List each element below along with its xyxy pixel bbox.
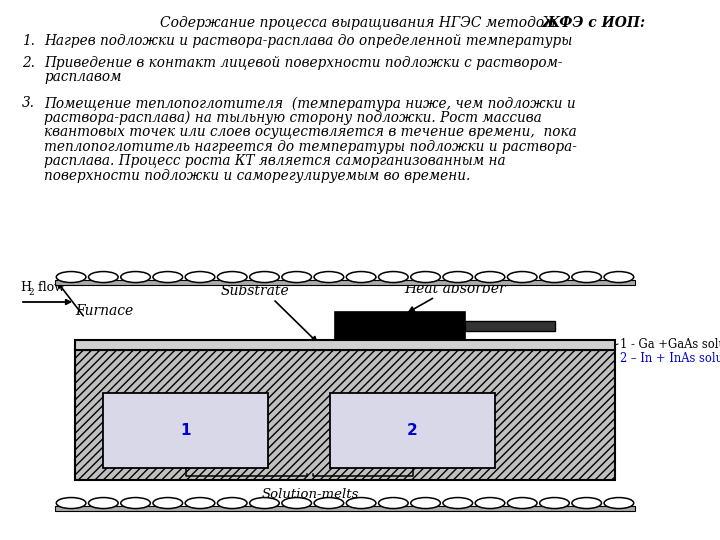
- Bar: [330, 393, 495, 468]
- Bar: [103, 393, 268, 468]
- Ellipse shape: [185, 272, 215, 282]
- Ellipse shape: [604, 272, 634, 282]
- Text: Solution-melts: Solution-melts: [261, 488, 359, 501]
- Ellipse shape: [443, 272, 472, 282]
- Ellipse shape: [250, 497, 279, 509]
- Text: теплопоглотитель нагреется до температуры подложки и раствора-: теплопоглотитель нагреется до температур…: [44, 140, 577, 154]
- Ellipse shape: [475, 497, 505, 509]
- Text: 2.: 2.: [22, 56, 35, 70]
- Bar: [55, 505, 635, 510]
- Ellipse shape: [89, 497, 118, 509]
- Ellipse shape: [539, 272, 570, 282]
- Ellipse shape: [282, 497, 312, 509]
- Text: Нагрев подложки и раствора-расплава до определенной температуры: Нагрев подложки и раствора-расплава до о…: [44, 34, 572, 48]
- Text: 2 – In + InAs solution-melt: 2 – In + InAs solution-melt: [620, 352, 720, 365]
- Ellipse shape: [56, 497, 86, 509]
- Ellipse shape: [217, 272, 247, 282]
- Bar: [75, 340, 615, 350]
- Bar: [55, 280, 635, 285]
- Ellipse shape: [153, 272, 183, 282]
- Text: 1 - Ga +GaAs solution-melt: 1 - Ga +GaAs solution-melt: [620, 338, 720, 350]
- Ellipse shape: [572, 497, 601, 509]
- Ellipse shape: [475, 272, 505, 282]
- Text: flow: flow: [34, 281, 65, 294]
- Text: раствора-расплава) на тыльную сторону подложки. Рост массива: раствора-расплава) на тыльную сторону по…: [44, 111, 541, 125]
- Text: поверхности подложки и саморегулируемым во времени.: поверхности подложки и саморегулируемым …: [44, 169, 470, 183]
- Ellipse shape: [410, 272, 441, 282]
- Ellipse shape: [379, 497, 408, 509]
- Text: Приведение в контакт лицевой поверхности подложки с раствором-: Приведение в контакт лицевой поверхности…: [44, 56, 562, 70]
- Ellipse shape: [346, 272, 376, 282]
- Text: 2: 2: [407, 423, 418, 438]
- Text: Содержание процесса выращивания НГЭС методом: Содержание процесса выращивания НГЭС мет…: [160, 16, 560, 30]
- Text: 1.: 1.: [22, 34, 35, 48]
- Bar: [465, 321, 555, 331]
- Text: 1: 1: [180, 423, 191, 438]
- Ellipse shape: [443, 497, 472, 509]
- Ellipse shape: [379, 272, 408, 282]
- Ellipse shape: [604, 497, 634, 509]
- Ellipse shape: [346, 497, 376, 509]
- Ellipse shape: [410, 497, 441, 509]
- Text: квантовых точек или слоев осуществляется в течение времени,  пока: квантовых точек или слоев осуществляется…: [44, 125, 577, 139]
- Ellipse shape: [89, 272, 118, 282]
- Ellipse shape: [217, 497, 247, 509]
- Text: ЖФЭ с ИОП:: ЖФЭ с ИОП:: [542, 16, 646, 30]
- Ellipse shape: [282, 272, 312, 282]
- Ellipse shape: [314, 497, 343, 509]
- Text: расплава. Процесс роста КТ является саморганизованным на: расплава. Процесс роста КТ является само…: [44, 154, 505, 168]
- Text: Furnace: Furnace: [75, 304, 133, 318]
- Bar: [75, 350, 615, 480]
- Text: 3.: 3.: [22, 96, 35, 110]
- Ellipse shape: [56, 272, 86, 282]
- Ellipse shape: [539, 497, 570, 509]
- Ellipse shape: [508, 272, 537, 282]
- Text: Substrate: Substrate: [220, 284, 289, 298]
- Ellipse shape: [153, 497, 183, 509]
- Ellipse shape: [121, 272, 150, 282]
- Text: расплавом: расплавом: [44, 70, 122, 84]
- Bar: [75, 350, 615, 480]
- Text: 2: 2: [28, 288, 34, 297]
- Text: Heat absorber: Heat absorber: [404, 282, 506, 296]
- Bar: [335, 312, 465, 340]
- Ellipse shape: [121, 497, 150, 509]
- Text: H: H: [20, 281, 31, 294]
- Text: Помещение теплопоглотителя  (температура ниже, чем подложки и: Помещение теплопоглотителя (температура …: [44, 96, 575, 111]
- Ellipse shape: [508, 497, 537, 509]
- Ellipse shape: [314, 272, 343, 282]
- Ellipse shape: [572, 272, 601, 282]
- Ellipse shape: [185, 497, 215, 509]
- Ellipse shape: [250, 272, 279, 282]
